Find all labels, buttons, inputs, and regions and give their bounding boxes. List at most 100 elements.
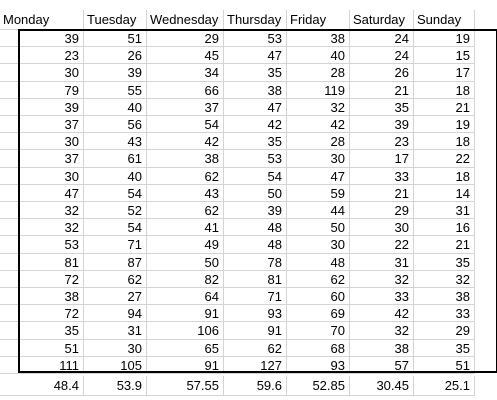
data-cell[interactable]: 106 (147, 322, 224, 340)
header-cell-wednesday[interactable]: Wednesday (147, 10, 224, 30)
data-cell[interactable]: 38 (287, 30, 350, 48)
data-cell[interactable]: 94 (84, 305, 147, 323)
data-cell[interactable]: 50 (224, 184, 287, 202)
data-cell[interactable]: 40 (84, 167, 147, 185)
average-cell-tuesday[interactable]: 53.9 (84, 376, 147, 396)
data-cell[interactable]: 40 (84, 98, 147, 116)
data-cell[interactable]: 72 (0, 270, 84, 288)
data-cell[interactable]: 81 (0, 253, 84, 271)
data-cell[interactable]: 47 (287, 167, 350, 185)
data-cell[interactable]: 30 (0, 64, 84, 82)
data-cell[interactable]: 17 (350, 150, 414, 168)
header-cell-tuesday[interactable]: Tuesday (84, 10, 147, 30)
data-cell[interactable]: 51 (0, 339, 84, 357)
data-cell[interactable]: 81 (224, 270, 287, 288)
data-cell[interactable]: 18 (414, 133, 475, 151)
data-cell[interactable]: 61 (84, 150, 147, 168)
average-cell-sunday[interactable]: 25.1 (414, 376, 475, 396)
data-cell[interactable]: 51 (84, 30, 147, 48)
data-cell[interactable]: 33 (350, 167, 414, 185)
average-cell-wednesday[interactable]: 57.55 (147, 376, 224, 396)
data-cell[interactable]: 35 (414, 339, 475, 357)
data-cell[interactable]: 62 (224, 339, 287, 357)
data-cell[interactable]: 29 (147, 30, 224, 48)
data-cell[interactable]: 30 (84, 339, 147, 357)
data-cell[interactable]: 62 (287, 270, 350, 288)
data-cell[interactable]: 60 (287, 288, 350, 306)
data-cell[interactable]: 44 (287, 202, 350, 220)
data-cell[interactable]: 37 (0, 150, 84, 168)
data-cell[interactable]: 27 (84, 288, 147, 306)
data-cell[interactable]: 47 (0, 184, 84, 202)
data-cell[interactable]: 37 (147, 98, 224, 116)
data-cell[interactable]: 91 (224, 322, 287, 340)
data-cell[interactable]: 31 (350, 253, 414, 271)
data-cell[interactable]: 39 (0, 98, 84, 116)
data-cell[interactable]: 71 (224, 288, 287, 306)
data-cell[interactable]: 21 (350, 81, 414, 99)
data-cell[interactable]: 18 (414, 81, 475, 99)
data-cell[interactable]: 53 (0, 236, 84, 254)
data-cell[interactable]: 64 (147, 288, 224, 306)
data-cell[interactable]: 21 (414, 236, 475, 254)
data-cell[interactable]: 38 (224, 81, 287, 99)
data-cell[interactable]: 105 (84, 356, 147, 374)
data-cell[interactable]: 119 (287, 81, 350, 99)
data-cell[interactable]: 39 (84, 64, 147, 82)
data-cell[interactable]: 24 (350, 30, 414, 48)
data-cell[interactable]: 40 (287, 47, 350, 65)
data-cell[interactable]: 62 (147, 202, 224, 220)
data-cell[interactable]: 62 (84, 270, 147, 288)
data-cell[interactable]: 32 (287, 98, 350, 116)
data-cell[interactable]: 19 (414, 30, 475, 48)
data-cell[interactable]: 22 (350, 236, 414, 254)
data-cell[interactable]: 42 (350, 305, 414, 323)
data-cell[interactable]: 51 (414, 356, 475, 374)
data-cell[interactable]: 17 (414, 64, 475, 82)
data-cell[interactable]: 62 (147, 167, 224, 185)
data-cell[interactable]: 69 (287, 305, 350, 323)
data-cell[interactable]: 15 (414, 47, 475, 65)
data-cell[interactable]: 50 (147, 253, 224, 271)
data-cell[interactable]: 19 (414, 116, 475, 134)
data-cell[interactable]: 29 (350, 202, 414, 220)
data-cell[interactable]: 57 (350, 356, 414, 374)
data-cell[interactable]: 54 (84, 219, 147, 237)
data-cell[interactable]: 38 (350, 339, 414, 357)
data-cell[interactable]: 38 (147, 150, 224, 168)
data-cell[interactable]: 35 (414, 253, 475, 271)
data-cell[interactable]: 38 (0, 288, 84, 306)
data-cell[interactable]: 91 (147, 305, 224, 323)
data-cell[interactable]: 39 (224, 202, 287, 220)
data-cell[interactable]: 23 (350, 133, 414, 151)
data-cell[interactable]: 14 (414, 184, 475, 202)
data-cell[interactable]: 53 (224, 30, 287, 48)
data-cell[interactable]: 93 (287, 356, 350, 374)
data-cell[interactable]: 18 (414, 167, 475, 185)
data-cell[interactable]: 127 (224, 356, 287, 374)
header-cell-thursday[interactable]: Thursday (224, 10, 287, 30)
data-cell[interactable]: 56 (84, 116, 147, 134)
data-cell[interactable]: 35 (224, 133, 287, 151)
data-cell[interactable]: 91 (147, 356, 224, 374)
header-cell-friday[interactable]: Friday (287, 10, 350, 30)
data-cell[interactable]: 59 (287, 184, 350, 202)
data-cell[interactable]: 70 (287, 322, 350, 340)
data-cell[interactable]: 39 (350, 116, 414, 134)
average-cell-saturday[interactable]: 30.45 (350, 376, 414, 396)
data-cell[interactable]: 47 (224, 98, 287, 116)
header-cell-sunday[interactable]: Sunday (414, 10, 475, 30)
data-cell[interactable]: 30 (350, 219, 414, 237)
data-cell[interactable]: 32 (350, 270, 414, 288)
average-cell-friday[interactable]: 52.85 (287, 376, 350, 396)
data-cell[interactable]: 21 (350, 184, 414, 202)
data-cell[interactable]: 32 (414, 270, 475, 288)
data-cell[interactable]: 66 (147, 81, 224, 99)
data-cell[interactable]: 31 (414, 202, 475, 220)
data-cell[interactable]: 53 (224, 150, 287, 168)
data-cell[interactable]: 16 (414, 219, 475, 237)
data-cell[interactable]: 30 (287, 236, 350, 254)
data-cell[interactable]: 33 (350, 288, 414, 306)
data-cell[interactable]: 55 (84, 81, 147, 99)
data-cell[interactable]: 42 (147, 133, 224, 151)
